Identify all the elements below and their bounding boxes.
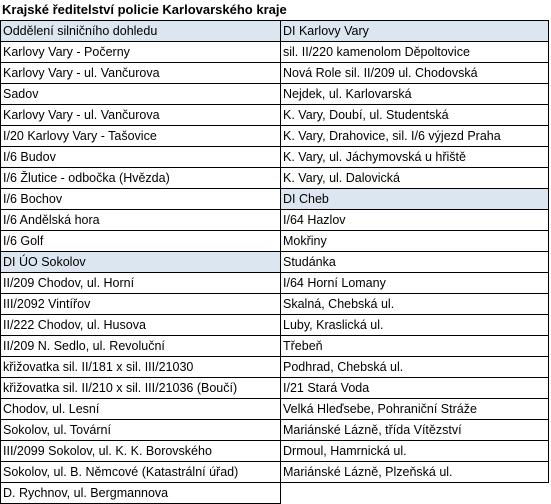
table-cell-right xyxy=(281,483,549,504)
table-cell-right: Studánka xyxy=(280,251,549,273)
table-cell-left: II/209 Chodov, ul. Horní xyxy=(0,272,281,294)
table-row: Chodov, ul. Lesní Velká Hleďsebe, Pohrani… xyxy=(0,398,549,420)
table-row: Karlovy Vary - ul. Vančurova Nová Role si… xyxy=(0,62,549,84)
table-row: II/209 Chodov, ul. Horní I/64 Horní Loman… xyxy=(0,272,549,294)
table-cell-left: křižovatka sil. II/181 x sil. III/21030 xyxy=(0,356,281,378)
table-row: I/6 Bochov DI Cheb xyxy=(0,188,549,210)
table-row: Karlovy Vary - ul. Vančurova K. Vary, Dou… xyxy=(0,104,549,126)
table-cell-right: K. Vary, Doubí, ul. Studentská xyxy=(280,104,549,126)
table-cell-right: Třebeň xyxy=(280,335,549,357)
table-cell-right: I/21 Stará Voda xyxy=(280,377,549,399)
table-row: Sokolov, ul. B. Němcové (Katastrální úřa… xyxy=(0,461,549,483)
section-header-cell: DI ÚO Sokolov xyxy=(0,251,281,273)
table-cell-left: Sokolov, ul. B. Němcové (Katastrální úřa… xyxy=(0,461,281,483)
table-cell-left: I/6 Žlutice - odbočka (Hvězda) xyxy=(0,167,281,189)
table-row: I/6 Budov K. Vary, ul. Jáchymovská u hřiš… xyxy=(0,146,549,168)
table-cell-right: I/64 Hazlov xyxy=(280,209,549,231)
table-cell-right: Luby, Kraslická ul. xyxy=(280,314,549,336)
table-cell-left: I/6 Budov xyxy=(0,146,281,168)
checkpoint-table-body: Oddělení silničního dohledu DI Karlovy Va… xyxy=(0,20,549,504)
table-cell-left: Karlovy Vary - ul. Vančurova xyxy=(0,62,281,84)
table-cell-left: D. Rychnov, ul. Bergmannova xyxy=(0,482,281,504)
table-cell-left: III/2099 Sokolov, ul. K. K. Borovského xyxy=(0,440,281,462)
table-row: Sadov Nejdek, ul. Karlovarská xyxy=(0,83,549,105)
table-row: I/6 Golf Mokřiny xyxy=(0,230,549,252)
table-cell-right: sil. II/220 kamenolom Děpoltovice xyxy=(280,41,549,63)
section-header-cell: DI Karlovy Vary xyxy=(280,20,549,42)
table-cell-right: Velká Hleďsebe, Pohraniční Stráže xyxy=(280,398,549,420)
table-row: I/20 Karlovy Vary - Tašovice K. Vary, Dra… xyxy=(0,125,549,147)
table-row: D. Rychnov, ul. Bergmannova xyxy=(0,482,549,504)
table-cell-left: II/222 Chodov, ul. Husova xyxy=(0,314,281,336)
table-row: Oddělení silničního dohledu DI Karlovy Va… xyxy=(0,20,549,42)
table-cell-left: Karlovy Vary - Počerny xyxy=(0,41,281,63)
section-header-cell: DI Cheb xyxy=(280,188,549,210)
table-cell-left: I/20 Karlovy Vary - Tašovice xyxy=(0,125,281,147)
table-cell-right: Mokřiny xyxy=(280,230,549,252)
page-title: Krajské ředitelství policie Karlovarskéh… xyxy=(2,2,287,17)
table-cell-left: III/2092 Vintířov xyxy=(0,293,281,315)
table-cell-left: I/6 Bochov xyxy=(0,188,281,210)
table-cell-right: Mariánské Lázně, Plzeňská ul. xyxy=(280,461,549,483)
table-row: II/222 Chodov, ul. Husova Luby, Kraslická… xyxy=(0,314,549,336)
table-row: III/2099 Sokolov, ul. K. K. Borovského Dr… xyxy=(0,440,549,462)
table-cell-right: Nejdek, ul. Karlovarská xyxy=(280,83,549,105)
table-row: Karlovy Vary - Počerny sil. II/220 kameno… xyxy=(0,41,549,63)
table-cell-right: Skalná, Chebská ul. xyxy=(280,293,549,315)
table-cell-left: I/6 Andělská hora xyxy=(0,209,281,231)
table-row: Sokolov, ul. Tovární Mariánské Lázně, tří… xyxy=(0,419,549,441)
table-cell-right: K. Vary, ul. Jáchymovská u hřiště xyxy=(280,146,549,168)
table-cell-right: K. Vary, Drahovice, sil. I/6 výjezd Prah… xyxy=(280,125,549,147)
table-cell-right: Drmoul, Hamrnická ul. xyxy=(280,440,549,462)
table-cell-right: K. Vary, ul. Dalovická xyxy=(280,167,549,189)
table-row: III/2092 Vintířov Skalná, Chebská ul. xyxy=(0,293,549,315)
table-cell-left: Karlovy Vary - ul. Vančurova xyxy=(0,104,281,126)
table-cell-left: Sadov xyxy=(0,83,281,105)
table-cell-right: Nová Role sil. II/209 ul. Chodovská xyxy=(280,62,549,84)
table-row: křižovatka sil. II/181 x sil. III/21030 P… xyxy=(0,356,549,378)
table-cell-left: Sokolov, ul. Tovární xyxy=(0,419,281,441)
table-cell-right: I/64 Horní Lomany xyxy=(280,272,549,294)
table-row: I/6 Žlutice - odbočka (Hvězda) K. Vary, u… xyxy=(0,167,549,189)
table-row: II/209 N. Sedlo, ul. Revoluční Třebeň xyxy=(0,335,549,357)
table-cell-left: I/6 Golf xyxy=(0,230,281,252)
table-cell-left: II/209 N. Sedlo, ul. Revoluční xyxy=(0,335,281,357)
table-row: DI ÚO Sokolov Studánka xyxy=(0,251,549,273)
table-cell-right: Podhrad, Chebská ul. xyxy=(280,356,549,378)
table-cell-left: křižovatka sil. II/210 x sil. III/21036 … xyxy=(0,377,281,399)
table-cell-left: Chodov, ul. Lesní xyxy=(0,398,281,420)
checkpoint-table: Oddělení silničního dohledu DI Karlovy Va… xyxy=(0,20,549,504)
table-row: I/6 Andělská hora I/64 Hazlov xyxy=(0,209,549,231)
table-cell-right: Mariánské Lázně, třída Vítězství xyxy=(280,419,549,441)
section-header-cell: Oddělení silničního dohledu xyxy=(0,20,281,42)
table-row: křižovatka sil. II/210 x sil. III/21036 … xyxy=(0,377,549,399)
